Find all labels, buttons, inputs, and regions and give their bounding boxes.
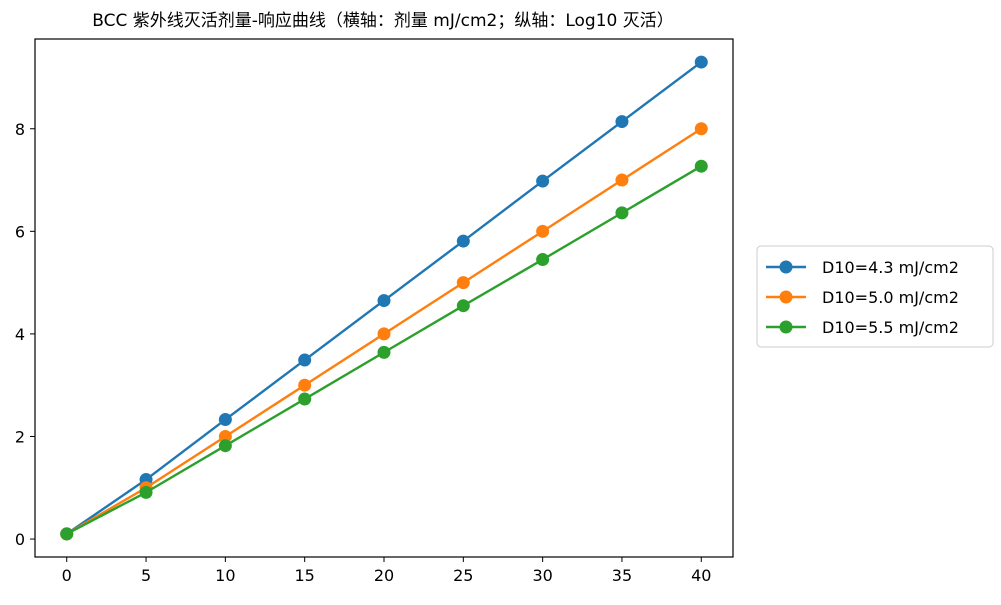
- data-point: [377, 345, 391, 359]
- y-tick-label: 6: [15, 222, 25, 241]
- data-point: [615, 206, 629, 220]
- x-tick-label: 30: [532, 566, 552, 585]
- legend-item: D10=5.5 mJ/cm2: [766, 318, 959, 337]
- legend-label: D10=5.5 mJ/cm2: [822, 318, 959, 337]
- y-tick-label: 0: [15, 530, 25, 549]
- data-point: [694, 55, 708, 69]
- x-tick-label: 15: [295, 566, 315, 585]
- legend-marker-swatch: [779, 290, 793, 304]
- data-point: [536, 174, 550, 188]
- x-tick-label: 25: [453, 566, 473, 585]
- x-tick-label: 20: [374, 566, 394, 585]
- legend-label: D10=4.3 mJ/cm2: [822, 258, 959, 277]
- legend-item: D10=5.0 mJ/cm2: [766, 288, 959, 307]
- data-point: [377, 294, 391, 308]
- series-group: [60, 122, 708, 541]
- data-point: [536, 253, 550, 267]
- x-tick-label: 5: [141, 566, 151, 585]
- data-point: [377, 327, 391, 341]
- legend: D10=4.3 mJ/cm2 D10=5.0 mJ/cm2 D10=5.5 mJ/c…: [756, 245, 994, 348]
- y-tick-label: 4: [15, 325, 25, 344]
- legend-marker-swatch: [779, 260, 793, 274]
- chart-title: BCC 紫外线灭活剂量-响应曲线（横轴：剂量 mJ/cm2；纵轴：Log10 灭…: [92, 11, 673, 31]
- series-group: [60, 55, 708, 541]
- y-tick-label: 2: [15, 427, 25, 446]
- data-point: [456, 276, 470, 290]
- x-tick-label: 10: [215, 566, 235, 585]
- data-point: [536, 224, 550, 238]
- data-point: [456, 299, 470, 313]
- data-point: [615, 115, 629, 129]
- data-point: [298, 353, 312, 367]
- legend-item: D10=4.3 mJ/cm2: [766, 258, 959, 277]
- x-tick-label: 35: [612, 566, 632, 585]
- data-point: [218, 429, 232, 443]
- data-point: [60, 527, 74, 541]
- x-tick-label: 40: [691, 566, 711, 585]
- series-layer: [60, 55, 708, 541]
- data-point: [218, 413, 232, 427]
- legend-frame: [756, 245, 994, 348]
- x-tick-label: 0: [62, 566, 72, 585]
- data-point: [694, 159, 708, 173]
- legend-marker-swatch: [779, 320, 793, 334]
- data-point: [139, 485, 153, 499]
- data-point: [615, 173, 629, 187]
- y-tick-label: 8: [15, 120, 25, 139]
- data-point: [298, 392, 312, 406]
- data-point: [694, 122, 708, 136]
- legend-label: D10=5.0 mJ/cm2: [822, 288, 959, 307]
- data-point: [298, 378, 312, 392]
- y-axis: 0 2 4 6 8: [15, 120, 35, 549]
- series-group: [60, 159, 708, 541]
- x-axis: 0 5 10 15 20 25 30 35 40: [62, 557, 711, 585]
- data-point: [218, 439, 232, 453]
- data-point: [456, 234, 470, 248]
